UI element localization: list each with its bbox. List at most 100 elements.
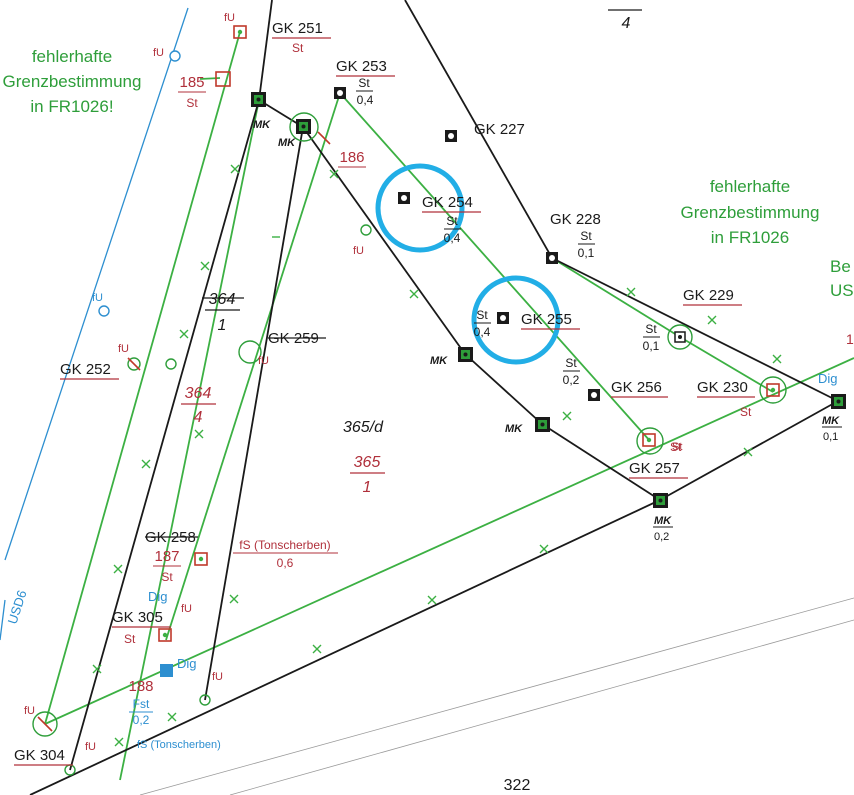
green-line-1 (44, 31, 241, 725)
marker-gk227 (445, 130, 457, 142)
line-ticks (92, 164, 782, 747)
parcel-187: 187 (154, 548, 179, 565)
gk257-label: GK 257 (629, 460, 680, 477)
svg-text:fU: fU (353, 245, 364, 257)
fst-fraction: Fst 0,2 (129, 697, 153, 727)
gk251-label: GK 251 (272, 20, 323, 37)
svg-text:Dig: Dig (818, 371, 838, 386)
blue-circles (98, 50, 181, 317)
edge-right-num: 18 (846, 331, 854, 347)
red-slash-markers (37, 131, 331, 732)
svg-text:St: St (670, 440, 682, 454)
parcel-322: 322 (504, 777, 531, 794)
svg-text:in FR1026!: in FR1026! (30, 97, 113, 116)
parcel-numbers: 185 St 186 187 St 188 (128, 74, 366, 695)
dig-codes: Dig Dig Dig (148, 371, 838, 671)
svg-text:St: St (124, 632, 136, 646)
svg-text:364: 364 (185, 385, 212, 402)
svg-text:0,1: 0,1 (578, 246, 595, 260)
parcel-188: 188 (128, 678, 153, 695)
gray-lines (139, 597, 854, 795)
green-line-5 (551, 257, 681, 338)
fu-codes: fU fU fU fU fU fU fU fU fU (24, 12, 364, 753)
blue-line-left (4, 7, 189, 561)
top-fraction: 4 (608, 9, 642, 32)
svg-text:364: 364 (209, 291, 236, 308)
gk-markers (334, 87, 600, 401)
gk256-label: GK 256 (611, 379, 662, 396)
svg-text:0,6: 0,6 (277, 556, 294, 570)
fraction-labels: St 0,4 St 0,4 St 0,1 St 0,1 St 0,4 St 0,… (356, 76, 660, 387)
green-line-6 (679, 336, 774, 393)
edge-right-note: Be US (830, 257, 854, 300)
marker-gk253 (334, 87, 346, 99)
svg-text:fU: fU (224, 12, 235, 24)
gk255-label: GK 255 (521, 311, 572, 328)
gk305-label: GK 305 (112, 609, 163, 626)
svg-text:4: 4 (622, 15, 631, 32)
svg-text:Grenzbestimmung: Grenzbestimmung (3, 72, 142, 91)
svg-text:0,1: 0,1 (823, 431, 838, 443)
red-marker-185 (215, 71, 231, 87)
fu-blue: fU (92, 292, 103, 304)
fs-tonscherben-blue: fS (Tonscherben) (137, 739, 221, 751)
svg-text:0,4: 0,4 (474, 325, 491, 339)
parcel-364-new: 364 4 (181, 385, 216, 426)
svg-text:St: St (645, 322, 657, 336)
left-note: fehlerhafte Grenzbestimmung in FR1026! (3, 47, 142, 116)
svg-text:fU: fU (181, 603, 192, 615)
gk230-label: GK 230 (697, 379, 748, 396)
red-marker-top (233, 25, 247, 39)
gk228-label: GK 228 (550, 211, 601, 228)
svg-text:1: 1 (363, 479, 372, 496)
parcel-364-old: 364 1 (202, 291, 244, 334)
highlight-circle-gk255 (471, 275, 561, 365)
parcel-365d: 365/d (343, 419, 384, 436)
gk253-label: GK 253 (336, 58, 387, 75)
svg-text:0,2: 0,2 (133, 713, 150, 727)
highlight-circle-gk254 (375, 163, 465, 253)
svg-text:fehlerhafte: fehlerhafte (710, 177, 790, 196)
green-line-7 (44, 357, 854, 725)
mk-marker-4 (535, 417, 550, 432)
mk-marker-1 (251, 92, 266, 107)
svg-text:1: 1 (218, 317, 227, 334)
svg-text:St: St (358, 76, 370, 90)
svg-text:fU: fU (118, 343, 129, 355)
mk-marker-6 (831, 394, 846, 409)
svg-text:MK: MK (505, 423, 523, 435)
green-line-4 (339, 92, 651, 442)
gk-labels: GK 251 GK 253 GK 227 GK 254 GK 228 GK 22… (14, 20, 748, 764)
svg-text:fU: fU (24, 705, 35, 717)
mk-labels: MK MK MK MK MK MK (253, 119, 840, 527)
svg-text:St: St (476, 308, 488, 322)
svg-text:0,2: 0,2 (654, 531, 669, 543)
fs-tonscherben-red: fS (Tonscherben) 0,6 (233, 538, 338, 570)
red-marker-gk305 (158, 628, 172, 642)
gk252-label: GK 252 (60, 361, 111, 378)
red-marker-st (642, 433, 656, 447)
svg-text:4: 4 (194, 409, 203, 426)
mk-marker-5 (653, 493, 668, 508)
right-note: fehlerhafte Grenzbestimmung in FR1026 (681, 177, 820, 247)
green-lines (44, 31, 854, 781)
parcel-185: 185 (179, 74, 204, 91)
vertical-label: USD6 (5, 588, 30, 626)
svg-text:MK: MK (430, 355, 448, 367)
svg-text:St: St (161, 570, 173, 584)
svg-text:fU: fU (153, 47, 164, 59)
mk-marker-2 (296, 119, 311, 134)
marker-gk228 (546, 252, 558, 264)
mk-marker-3 (458, 347, 473, 362)
red-square-markers (158, 25, 780, 642)
green-line-3 (165, 92, 341, 641)
mk-fractions: 0,2 0,1 (653, 426, 842, 543)
gk229-label: GK 229 (683, 287, 734, 304)
svg-text:365: 365 (354, 454, 381, 471)
gk-strikes (145, 337, 326, 538)
red-marker-dots (162, 29, 776, 638)
svg-text:0,4: 0,4 (357, 93, 374, 107)
gk254-label: GK 254 (422, 194, 473, 211)
marker-gk256 (588, 389, 600, 401)
